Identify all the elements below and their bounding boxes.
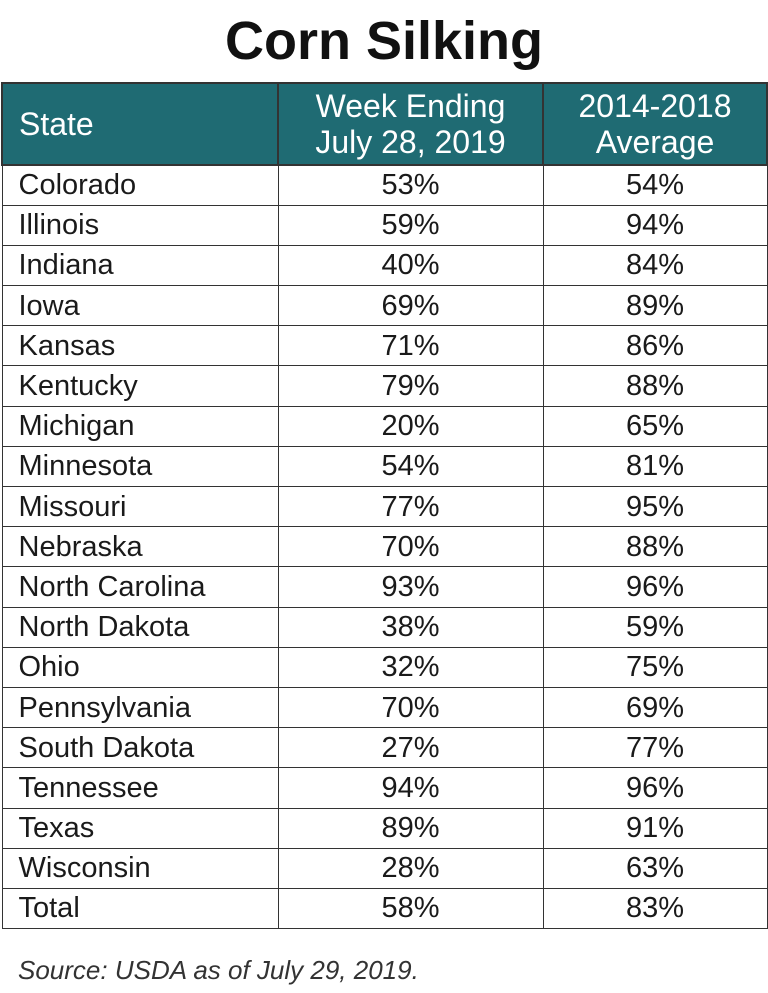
week-ending-column-header: Week Ending July 28, 2019 bbox=[277, 82, 544, 166]
table-row: Ohio 32% 75% bbox=[1, 646, 768, 688]
week-value-cell: 93% bbox=[277, 566, 544, 608]
average-value-cell: 77% bbox=[542, 727, 768, 769]
average-value-cell: 59% bbox=[542, 606, 768, 648]
week-value-cell: 79% bbox=[277, 365, 544, 407]
state-cell: South Dakota bbox=[1, 727, 279, 769]
table-header-row: State Week Ending July 28, 2019 2014-201… bbox=[1, 82, 768, 166]
week-value-cell: 27% bbox=[277, 727, 544, 769]
average-value-cell: 75% bbox=[542, 646, 768, 688]
week-value-cell: 77% bbox=[277, 485, 544, 528]
table-row: Pennsylvania 70% 69% bbox=[1, 686, 768, 729]
avg-header-line1: 2014-2018 bbox=[578, 88, 732, 124]
average-value-cell: 83% bbox=[542, 887, 768, 930]
state-cell: Total bbox=[1, 887, 279, 930]
average-value-cell: 63% bbox=[542, 847, 768, 889]
state-cell: Wisconsin bbox=[1, 847, 279, 889]
table-row: Indiana 40% 84% bbox=[1, 244, 768, 287]
source-note: Source: USDA as of July 29, 2019. bbox=[18, 955, 419, 985]
state-cell: Iowa bbox=[1, 285, 279, 327]
table-row: Tennessee 94% 96% bbox=[1, 767, 768, 809]
table-row: Missouri 77% 95% bbox=[1, 485, 768, 528]
week-value-cell: 59% bbox=[277, 204, 544, 246]
table-row: Colorado 53% 54% bbox=[1, 164, 768, 206]
week-value-cell: 58% bbox=[277, 887, 544, 930]
table-row: South Dakota 27% 77% bbox=[1, 727, 768, 769]
week-value-cell: 40% bbox=[277, 244, 544, 287]
state-cell: Ohio bbox=[1, 646, 279, 688]
week-value-cell: 94% bbox=[277, 767, 544, 809]
state-cell: Minnesota bbox=[1, 445, 279, 488]
week-header-line2: July 28, 2019 bbox=[315, 124, 506, 160]
average-value-cell: 81% bbox=[542, 445, 768, 488]
average-value-cell: 84% bbox=[542, 244, 768, 287]
state-cell: Indiana bbox=[1, 244, 279, 287]
average-value-cell: 89% bbox=[542, 285, 768, 327]
average-value-cell: 65% bbox=[542, 405, 768, 447]
table-row: Kansas 71% 86% bbox=[1, 325, 768, 367]
week-value-cell: 28% bbox=[277, 847, 544, 889]
week-value-cell: 89% bbox=[277, 807, 544, 849]
average-value-cell: 94% bbox=[542, 204, 768, 246]
state-cell: Kentucky bbox=[1, 365, 279, 407]
week-value-cell: 70% bbox=[277, 526, 544, 568]
avg-header-line2: Average bbox=[595, 124, 715, 160]
table-row: North Dakota 38% 59% bbox=[1, 606, 768, 648]
average-value-cell: 95% bbox=[542, 485, 768, 528]
average-value-cell: 86% bbox=[542, 325, 768, 367]
average-value-cell: 69% bbox=[542, 686, 768, 729]
week-value-cell: 69% bbox=[277, 285, 544, 327]
table-row: Nebraska 70% 88% bbox=[1, 526, 768, 568]
week-value-cell: 54% bbox=[277, 445, 544, 488]
table-row: Texas 89% 91% bbox=[1, 807, 768, 849]
state-cell: North Carolina bbox=[1, 566, 279, 608]
page-title: Corn Silking bbox=[224, 11, 543, 71]
state-cell: Missouri bbox=[1, 485, 279, 528]
table-row: Kentucky 79% 88% bbox=[1, 365, 768, 407]
table-row: North Carolina 93% 96% bbox=[1, 566, 768, 608]
average-value-cell: 88% bbox=[542, 365, 768, 407]
state-cell: Texas bbox=[1, 807, 279, 849]
table-row: Total 58% 83% bbox=[1, 887, 768, 930]
week-value-cell: 38% bbox=[277, 606, 544, 648]
state-cell: Kansas bbox=[1, 325, 279, 367]
average-value-cell: 96% bbox=[542, 566, 768, 608]
state-cell: North Dakota bbox=[1, 606, 279, 648]
state-cell: Illinois bbox=[1, 204, 279, 246]
state-cell: Tennessee bbox=[1, 767, 279, 809]
state-cell: Michigan bbox=[1, 405, 279, 447]
table-row: Iowa 69% 89% bbox=[1, 285, 768, 327]
average-value-cell: 91% bbox=[542, 807, 768, 849]
average-value-cell: 54% bbox=[542, 164, 768, 206]
state-cell: Nebraska bbox=[1, 526, 279, 568]
average-value-cell: 88% bbox=[542, 526, 768, 568]
silking-table: State Week Ending July 28, 2019 2014-201… bbox=[1, 82, 768, 930]
week-value-cell: 32% bbox=[277, 646, 544, 688]
week-value-cell: 71% bbox=[277, 325, 544, 367]
week-value-cell: 53% bbox=[277, 164, 544, 206]
week-value-cell: 70% bbox=[277, 686, 544, 729]
table-row: Illinois 59% 94% bbox=[1, 204, 768, 246]
state-cell: Colorado bbox=[1, 164, 279, 206]
table-row: Michigan 20% 65% bbox=[1, 405, 768, 447]
table-row: Wisconsin 28% 63% bbox=[1, 847, 768, 889]
table-row: Minnesota 54% 81% bbox=[1, 445, 768, 488]
week-header-line1: Week Ending bbox=[315, 88, 506, 124]
state-column-header: State bbox=[1, 82, 279, 166]
average-value-cell: 96% bbox=[542, 767, 768, 809]
week-value-cell: 20% bbox=[277, 405, 544, 447]
state-cell: Pennsylvania bbox=[1, 686, 279, 729]
average-column-header: 2014-2018 Average bbox=[542, 82, 768, 166]
